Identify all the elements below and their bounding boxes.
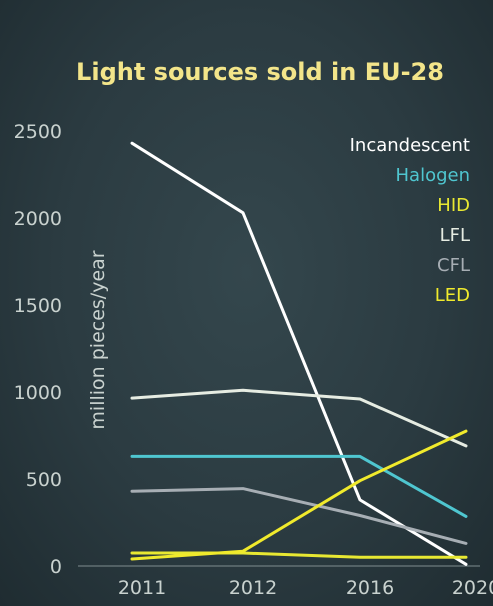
legend: Incandescent Halogen HID LFL CFL LED bbox=[350, 135, 470, 306]
y-tick-label: 2000 bbox=[14, 208, 62, 230]
series-line-hid bbox=[130, 551, 468, 559]
series-lines bbox=[130, 141, 468, 566]
y-tick-label: 1000 bbox=[14, 382, 62, 404]
x-tick-label: 2016 bbox=[346, 577, 394, 599]
x-tick-label: 2020 bbox=[452, 577, 493, 599]
series-line-lfl bbox=[130, 388, 468, 448]
y-tick-label: 500 bbox=[26, 469, 62, 491]
legend-item-incandescent: Incandescent bbox=[350, 135, 470, 156]
y-tick-label: 2500 bbox=[14, 121, 62, 143]
legend-item-led: LED bbox=[435, 285, 470, 306]
y-axis-label: million pieces/year bbox=[87, 250, 109, 429]
series-line-incandescent bbox=[130, 141, 468, 566]
legend-item-cfl: CFL bbox=[437, 255, 470, 276]
chart-title: Light sources sold in EU-28 bbox=[76, 58, 444, 86]
legend-item-lfl: LFL bbox=[440, 225, 470, 246]
series-line-cfl bbox=[130, 487, 468, 545]
y-axis-ticks: 0 500 1000 1500 2000 2500 bbox=[14, 121, 62, 578]
series-line-led bbox=[130, 429, 468, 561]
x-tick-label: 2012 bbox=[229, 577, 277, 599]
legend-item-hid: HID bbox=[437, 195, 470, 216]
y-tick-label: 0 bbox=[50, 556, 62, 578]
legend-item-halogen: Halogen bbox=[396, 165, 471, 186]
series-line-halogen bbox=[130, 454, 468, 518]
x-tick-label: 2011 bbox=[118, 577, 166, 599]
y-tick-label: 1500 bbox=[14, 295, 62, 317]
x-axis-ticks: 2011 2012 2016 2020 bbox=[118, 577, 493, 599]
